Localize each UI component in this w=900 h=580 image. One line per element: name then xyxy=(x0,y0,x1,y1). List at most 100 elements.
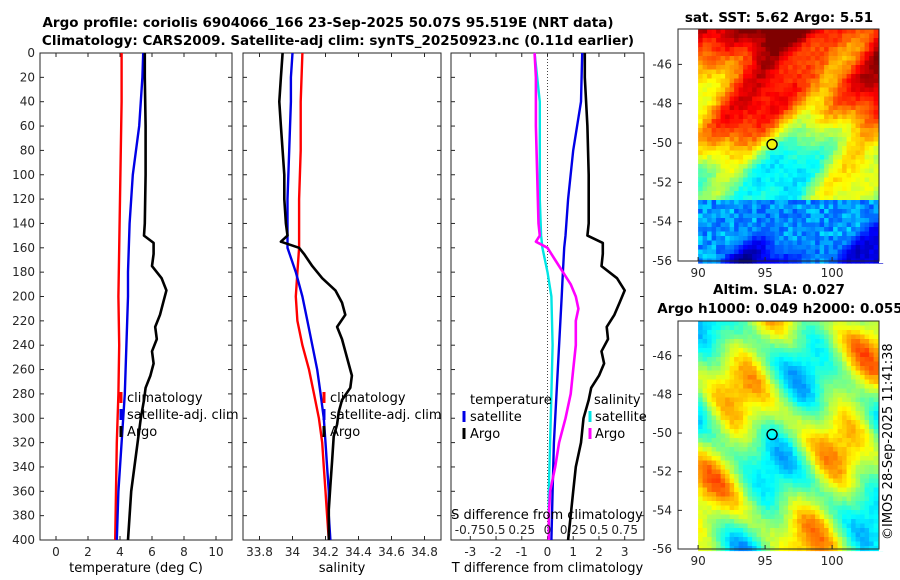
heatmap-cell xyxy=(756,164,762,170)
heatmap-cell xyxy=(770,245,776,251)
heatmap-cell xyxy=(720,222,726,228)
heatmap-cell xyxy=(788,357,794,363)
heatmap-cell xyxy=(752,150,758,156)
heatmap-cell xyxy=(801,150,807,156)
heatmap-cell xyxy=(873,429,879,435)
heatmap-cell xyxy=(855,222,861,228)
heatmap-cell xyxy=(828,366,834,372)
heatmap-cell xyxy=(707,406,713,412)
heatmap-cell xyxy=(824,254,830,260)
heatmap-cell xyxy=(864,496,870,502)
heatmap-cell xyxy=(864,245,870,251)
heatmap-cell xyxy=(779,433,785,439)
heatmap-cell xyxy=(806,406,812,412)
heatmap-cell xyxy=(810,155,816,161)
heatmap-cell xyxy=(711,74,717,80)
heatmap-cell xyxy=(846,537,852,543)
heatmap-cell xyxy=(855,173,861,179)
heatmap-cell xyxy=(725,519,731,525)
heatmap-cell xyxy=(774,200,780,206)
heatmap-cell xyxy=(815,420,821,426)
heatmap-cell xyxy=(837,334,843,340)
heatmap-cell xyxy=(801,33,807,39)
heatmap-cell xyxy=(842,478,848,484)
top-tick-label: 0 xyxy=(544,523,552,537)
heatmap-cell xyxy=(743,119,749,125)
heatmap-cell xyxy=(810,209,816,215)
heatmap-cell xyxy=(734,528,740,534)
heatmap-cell xyxy=(869,218,875,224)
heatmap-cell xyxy=(855,137,861,143)
heatmap-cell xyxy=(828,186,834,192)
heatmap-cell xyxy=(801,397,807,403)
heatmap-cell xyxy=(779,528,785,534)
heatmap-cell xyxy=(864,105,870,111)
heatmap-cell xyxy=(729,231,735,237)
heatmap-cell xyxy=(833,56,839,62)
heatmap-cell xyxy=(851,379,857,385)
heatmap-cell xyxy=(837,42,843,48)
heatmap-cell xyxy=(711,406,717,412)
heatmap-cell xyxy=(873,249,879,255)
heatmap-cell xyxy=(819,397,825,403)
heatmap-cell xyxy=(828,159,834,165)
heatmap-cell xyxy=(788,393,794,399)
heatmap-cell xyxy=(855,123,861,129)
heatmap-cell xyxy=(810,123,816,129)
heatmap-cell xyxy=(756,87,762,93)
heatmap-cell xyxy=(716,132,722,138)
heatmap-cell xyxy=(788,460,794,466)
heatmap-cell xyxy=(779,361,785,367)
heatmap-cell xyxy=(810,164,816,170)
heatmap-cell xyxy=(720,523,726,529)
heatmap-cell xyxy=(864,42,870,48)
heatmap-cell xyxy=(864,429,870,435)
heatmap-cell xyxy=(873,132,879,138)
heatmap-cell xyxy=(761,60,767,66)
heatmap-cell xyxy=(734,191,740,197)
heatmap-cell xyxy=(770,447,776,453)
heatmap-cell xyxy=(828,65,834,71)
heatmap-cell xyxy=(837,213,843,219)
heatmap-cell xyxy=(842,105,848,111)
heatmap-cell xyxy=(779,451,785,457)
heatmap-cell xyxy=(801,51,807,57)
heatmap-cell xyxy=(788,402,794,408)
heatmap-cell xyxy=(779,74,785,80)
heatmap-cell xyxy=(851,352,857,358)
heatmap-cell xyxy=(788,141,794,147)
heatmap-cell xyxy=(702,155,708,161)
heatmap-cell xyxy=(711,56,717,62)
heatmap-cell xyxy=(846,213,852,219)
heatmap-cell xyxy=(720,411,726,417)
heatmap-cell xyxy=(783,141,789,147)
heatmap-cell xyxy=(837,321,843,327)
heatmap-cell xyxy=(747,424,753,430)
heatmap-cell xyxy=(743,501,749,507)
heatmap-cell xyxy=(855,442,861,448)
heatmap-cell xyxy=(806,456,812,462)
heatmap-cell xyxy=(797,213,803,219)
heatmap-cell xyxy=(774,51,780,57)
heatmap-cell xyxy=(837,29,843,35)
heatmap-cell xyxy=(743,65,749,71)
heatmap-cell xyxy=(810,541,816,547)
heatmap-cell xyxy=(869,406,875,412)
heatmap-cell xyxy=(869,366,875,372)
heatmap-cell xyxy=(860,456,866,462)
heatmap-cell xyxy=(711,510,717,516)
heatmap-cell xyxy=(747,74,753,80)
heatmap-cell xyxy=(747,146,753,152)
heatmap-cell xyxy=(833,227,839,233)
heatmap-cell xyxy=(864,357,870,363)
heatmap-cell xyxy=(801,370,807,376)
heatmap-cell xyxy=(833,334,839,340)
heatmap-cell xyxy=(851,231,857,237)
heatmap-cell xyxy=(774,101,780,107)
heatmap-cell xyxy=(770,83,776,89)
heatmap-cell xyxy=(761,141,767,147)
heatmap-cell xyxy=(711,114,717,120)
heatmap-cell xyxy=(851,330,857,336)
heatmap-cell xyxy=(801,474,807,480)
heatmap-cell xyxy=(806,69,812,75)
